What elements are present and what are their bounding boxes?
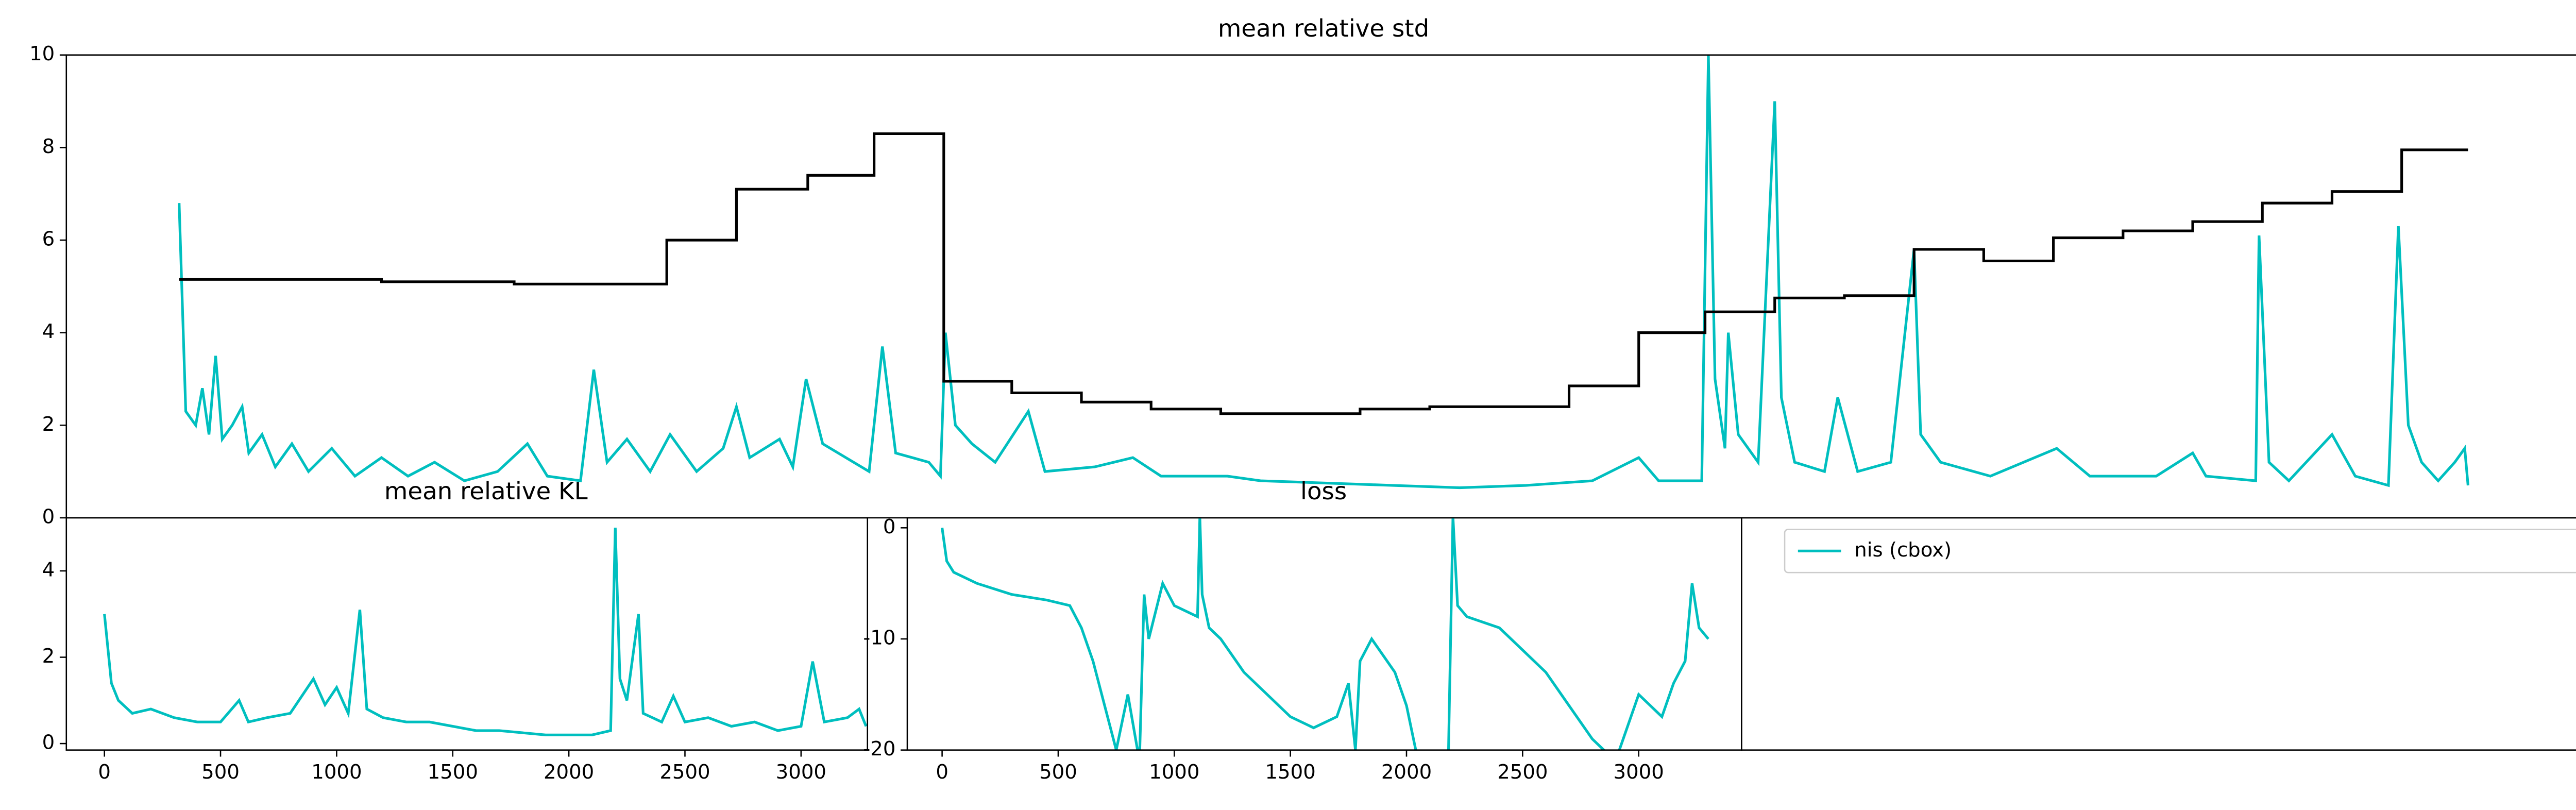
x-tick-label: 0 [936, 761, 948, 784]
x-tick-label: 2500 [659, 761, 710, 784]
y-tick-label: 2 [42, 413, 55, 436]
data-line [179, 132, 2468, 415]
x-tick-label: 2000 [544, 761, 594, 784]
y-tick-label: 10 [29, 42, 55, 65]
legend-box [1784, 529, 2576, 573]
axes-title: mean relative KL [384, 478, 588, 505]
x-tick-label: 500 [1039, 761, 1077, 784]
data-line [941, 517, 1709, 750]
x-tick-label: 1000 [1149, 761, 1199, 784]
x-tick-label: 3000 [776, 761, 826, 784]
y-tick-label: 8 [42, 135, 55, 158]
data-line [178, 55, 2470, 490]
y-tick-label: 0 [42, 731, 55, 754]
legend-axes [1741, 517, 2576, 751]
y-tick-label: 4 [42, 558, 55, 581]
x-tick-label: 1000 [311, 761, 362, 784]
y-tick-label: 6 [42, 227, 55, 250]
y-tick-label: 0 [42, 505, 55, 528]
x-tick-label: 500 [201, 761, 240, 784]
axes-frame [65, 517, 869, 751]
x-tick-label: 1500 [428, 761, 478, 784]
legend-label: nis (cbox) [1854, 538, 1952, 562]
y-tick-label: 2 [42, 645, 55, 668]
y-tick-label: -10 [863, 626, 895, 649]
x-tick-label: 2000 [1381, 761, 1432, 784]
y-tick-label: 0 [883, 515, 896, 538]
x-tick-label: 1500 [1265, 761, 1315, 784]
x-tick-label: 3000 [1614, 761, 1664, 784]
y-tick-label: 4 [42, 320, 55, 343]
x-tick-label: 0 [98, 761, 111, 784]
x-tick-label: 2500 [1497, 761, 1548, 784]
axes-title: mean relative std [1218, 15, 1429, 43]
axes-title: loss [1300, 478, 1347, 505]
y-tick-label: -20 [863, 737, 895, 761]
data-line [103, 528, 868, 736]
